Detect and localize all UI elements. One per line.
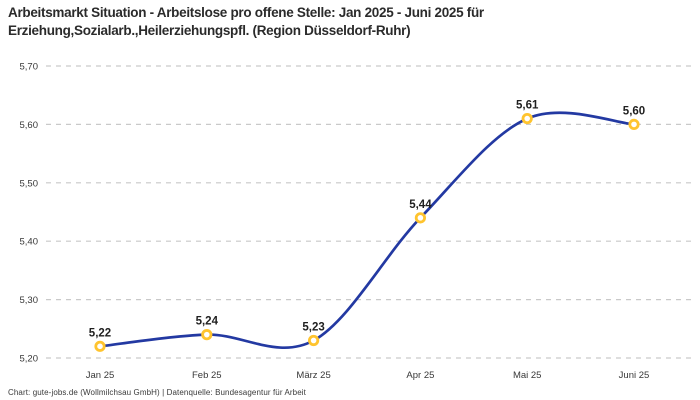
chart-title-line2: Erziehung,Sozialarb.,Heilerziehungspfl. … [8, 23, 411, 38]
data-point-marker [414, 212, 426, 224]
chart-title-line1: Arbeitsmarkt Situation - Arbeitslose pro… [8, 5, 484, 20]
data-point-label: 5,23 [302, 321, 324, 333]
data-point-marker [521, 112, 533, 125]
data-point-label: 5,22 [89, 327, 111, 339]
y-axis-tick-label: 5,50 [20, 178, 39, 189]
x-axis-tick-label: Mai 25 [513, 370, 542, 381]
chart-title: Arbeitsmarkt Situation - Arbeitslose pro… [8, 4, 484, 40]
data-point-label: 5,44 [409, 199, 432, 211]
data-point-marker [628, 118, 640, 131]
y-axis-tick-label: 5,20 [20, 354, 39, 365]
y-axis-tick-label: 5,40 [20, 237, 39, 248]
data-point-label: 5,60 [623, 105, 645, 117]
data-point-marker [307, 334, 320, 347]
data-point-label: 5,61 [516, 100, 539, 112]
y-axis-tick-label: 5,30 [20, 295, 39, 306]
y-axis-tick-label: 5,70 [20, 62, 39, 73]
data-point-marker [94, 340, 106, 352]
x-axis-tick-label: Juni 25 [619, 370, 650, 381]
x-axis-tick-label: Feb 25 [192, 370, 222, 381]
x-axis-tick-label: Jan 25 [86, 370, 115, 381]
x-axis-tick-label: März 25 [296, 370, 330, 381]
data-point-marker [201, 329, 213, 341]
series-line [98, 111, 636, 350]
data-point-label: 5,24 [196, 316, 219, 328]
chart-footer-credit: Chart: gute-jobs.de (Wollmilchsau GmbH) … [8, 388, 306, 397]
x-axis-tick-label: Apr 25 [406, 370, 434, 381]
y-axis-tick-label: 5,60 [20, 120, 39, 131]
